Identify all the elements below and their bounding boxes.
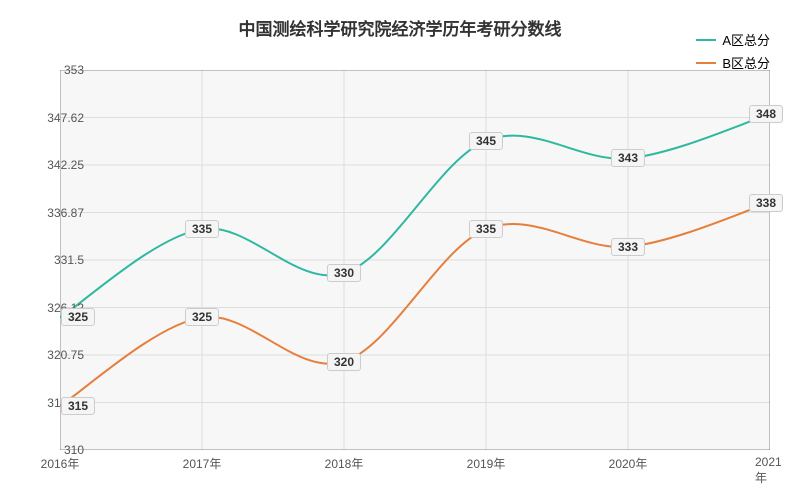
- chart-title: 中国测绘科学研究院经济学历年考研分数线: [239, 15, 562, 40]
- legend-label-a: A区总分: [722, 30, 770, 49]
- data-point-label: 320: [327, 353, 361, 371]
- x-tick-label: 2017年: [183, 455, 222, 472]
- legend-swatch-a: [696, 39, 716, 41]
- x-tick-label: 2016年: [41, 455, 80, 472]
- x-tick-label: 2019年: [467, 455, 506, 472]
- data-point-label: 315: [61, 397, 95, 415]
- x-tick-label: 2018年: [325, 455, 364, 472]
- plot-area: [60, 70, 770, 450]
- data-point-label: 335: [469, 220, 503, 238]
- y-tick-label: 320.75: [47, 348, 84, 362]
- y-tick-label: 347.62: [47, 111, 84, 125]
- y-tick-label: 331.5: [54, 253, 84, 267]
- legend-swatch-b: [696, 62, 716, 64]
- x-tick-label: 2021年: [755, 455, 785, 486]
- data-point-label: 348: [749, 105, 783, 123]
- legend-item-a: A区总分: [696, 30, 770, 49]
- y-tick-label: 336.87: [47, 206, 84, 220]
- data-point-label: 330: [327, 264, 361, 282]
- x-tick-label: 2020年: [609, 455, 648, 472]
- data-point-label: 325: [185, 308, 219, 326]
- data-point-label: 343: [611, 149, 645, 167]
- y-tick-label: 342.25: [47, 158, 84, 172]
- chart-container: 中国测绘科学研究院经济学历年考研分数线 A区总分 B区总分 310315.373…: [0, 0, 800, 500]
- chart-svg: [60, 70, 770, 450]
- data-point-label: 325: [61, 308, 95, 326]
- y-tick-label: 353: [64, 63, 84, 77]
- data-point-label: 333: [611, 238, 645, 256]
- data-point-label: 338: [749, 194, 783, 212]
- data-point-label: 335: [185, 220, 219, 238]
- data-point-label: 345: [469, 132, 503, 150]
